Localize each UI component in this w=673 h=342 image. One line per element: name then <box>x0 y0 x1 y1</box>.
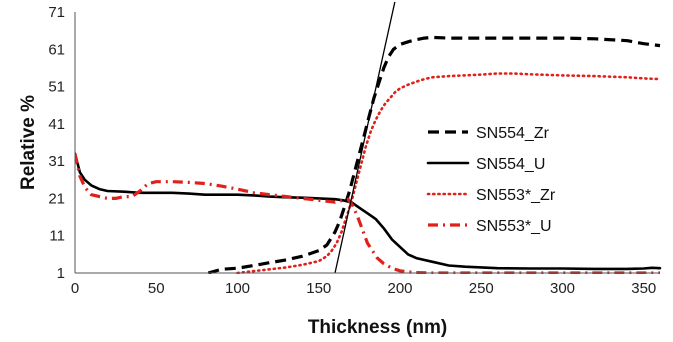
x-tick-label: 0 <box>71 280 79 297</box>
y-tick-label: 31 <box>48 153 65 170</box>
legend-label: SN554_U <box>476 156 545 173</box>
series-sn553-zr <box>236 72 662 274</box>
x-tick-labels: 0 50 100 150 200 250 300 350 <box>71 280 656 297</box>
legend: SN554_Zr SN554_U SN553*_Zr SN553*_U <box>426 125 556 235</box>
legend-label: SN553*_Zr <box>476 187 556 204</box>
x-tick-label: 200 <box>387 280 412 297</box>
x-axis-title: Thickness (nm) <box>308 317 447 338</box>
y-tick-label: 21 <box>48 190 65 207</box>
series-sn553-u <box>75 153 660 274</box>
y-tick-label: 1 <box>57 265 65 282</box>
x-tick-label: 300 <box>550 280 575 297</box>
x-tick-label: 250 <box>469 280 494 297</box>
legend-label: SN554_Zr <box>476 125 550 142</box>
y-tick-label: 51 <box>48 79 65 96</box>
x-tick-label: 100 <box>225 280 250 297</box>
y-tick-label: 71 <box>48 4 65 21</box>
legend-label: SN553*_U <box>476 218 552 235</box>
series-sn554-zr <box>207 35 661 274</box>
plot-lines <box>75 2 662 274</box>
trend-line <box>334 2 396 274</box>
x-tick-label: 150 <box>306 280 331 297</box>
y-tick-label: 11 <box>49 228 65 245</box>
y-tick-label: 41 <box>48 116 65 133</box>
x-tick-label: 350 <box>631 280 656 297</box>
y-tick-label: 61 <box>48 41 65 58</box>
x-tick-label: 50 <box>148 280 165 297</box>
series-sn554-u <box>75 152 662 271</box>
y-axis-title: Relative % <box>18 95 39 190</box>
